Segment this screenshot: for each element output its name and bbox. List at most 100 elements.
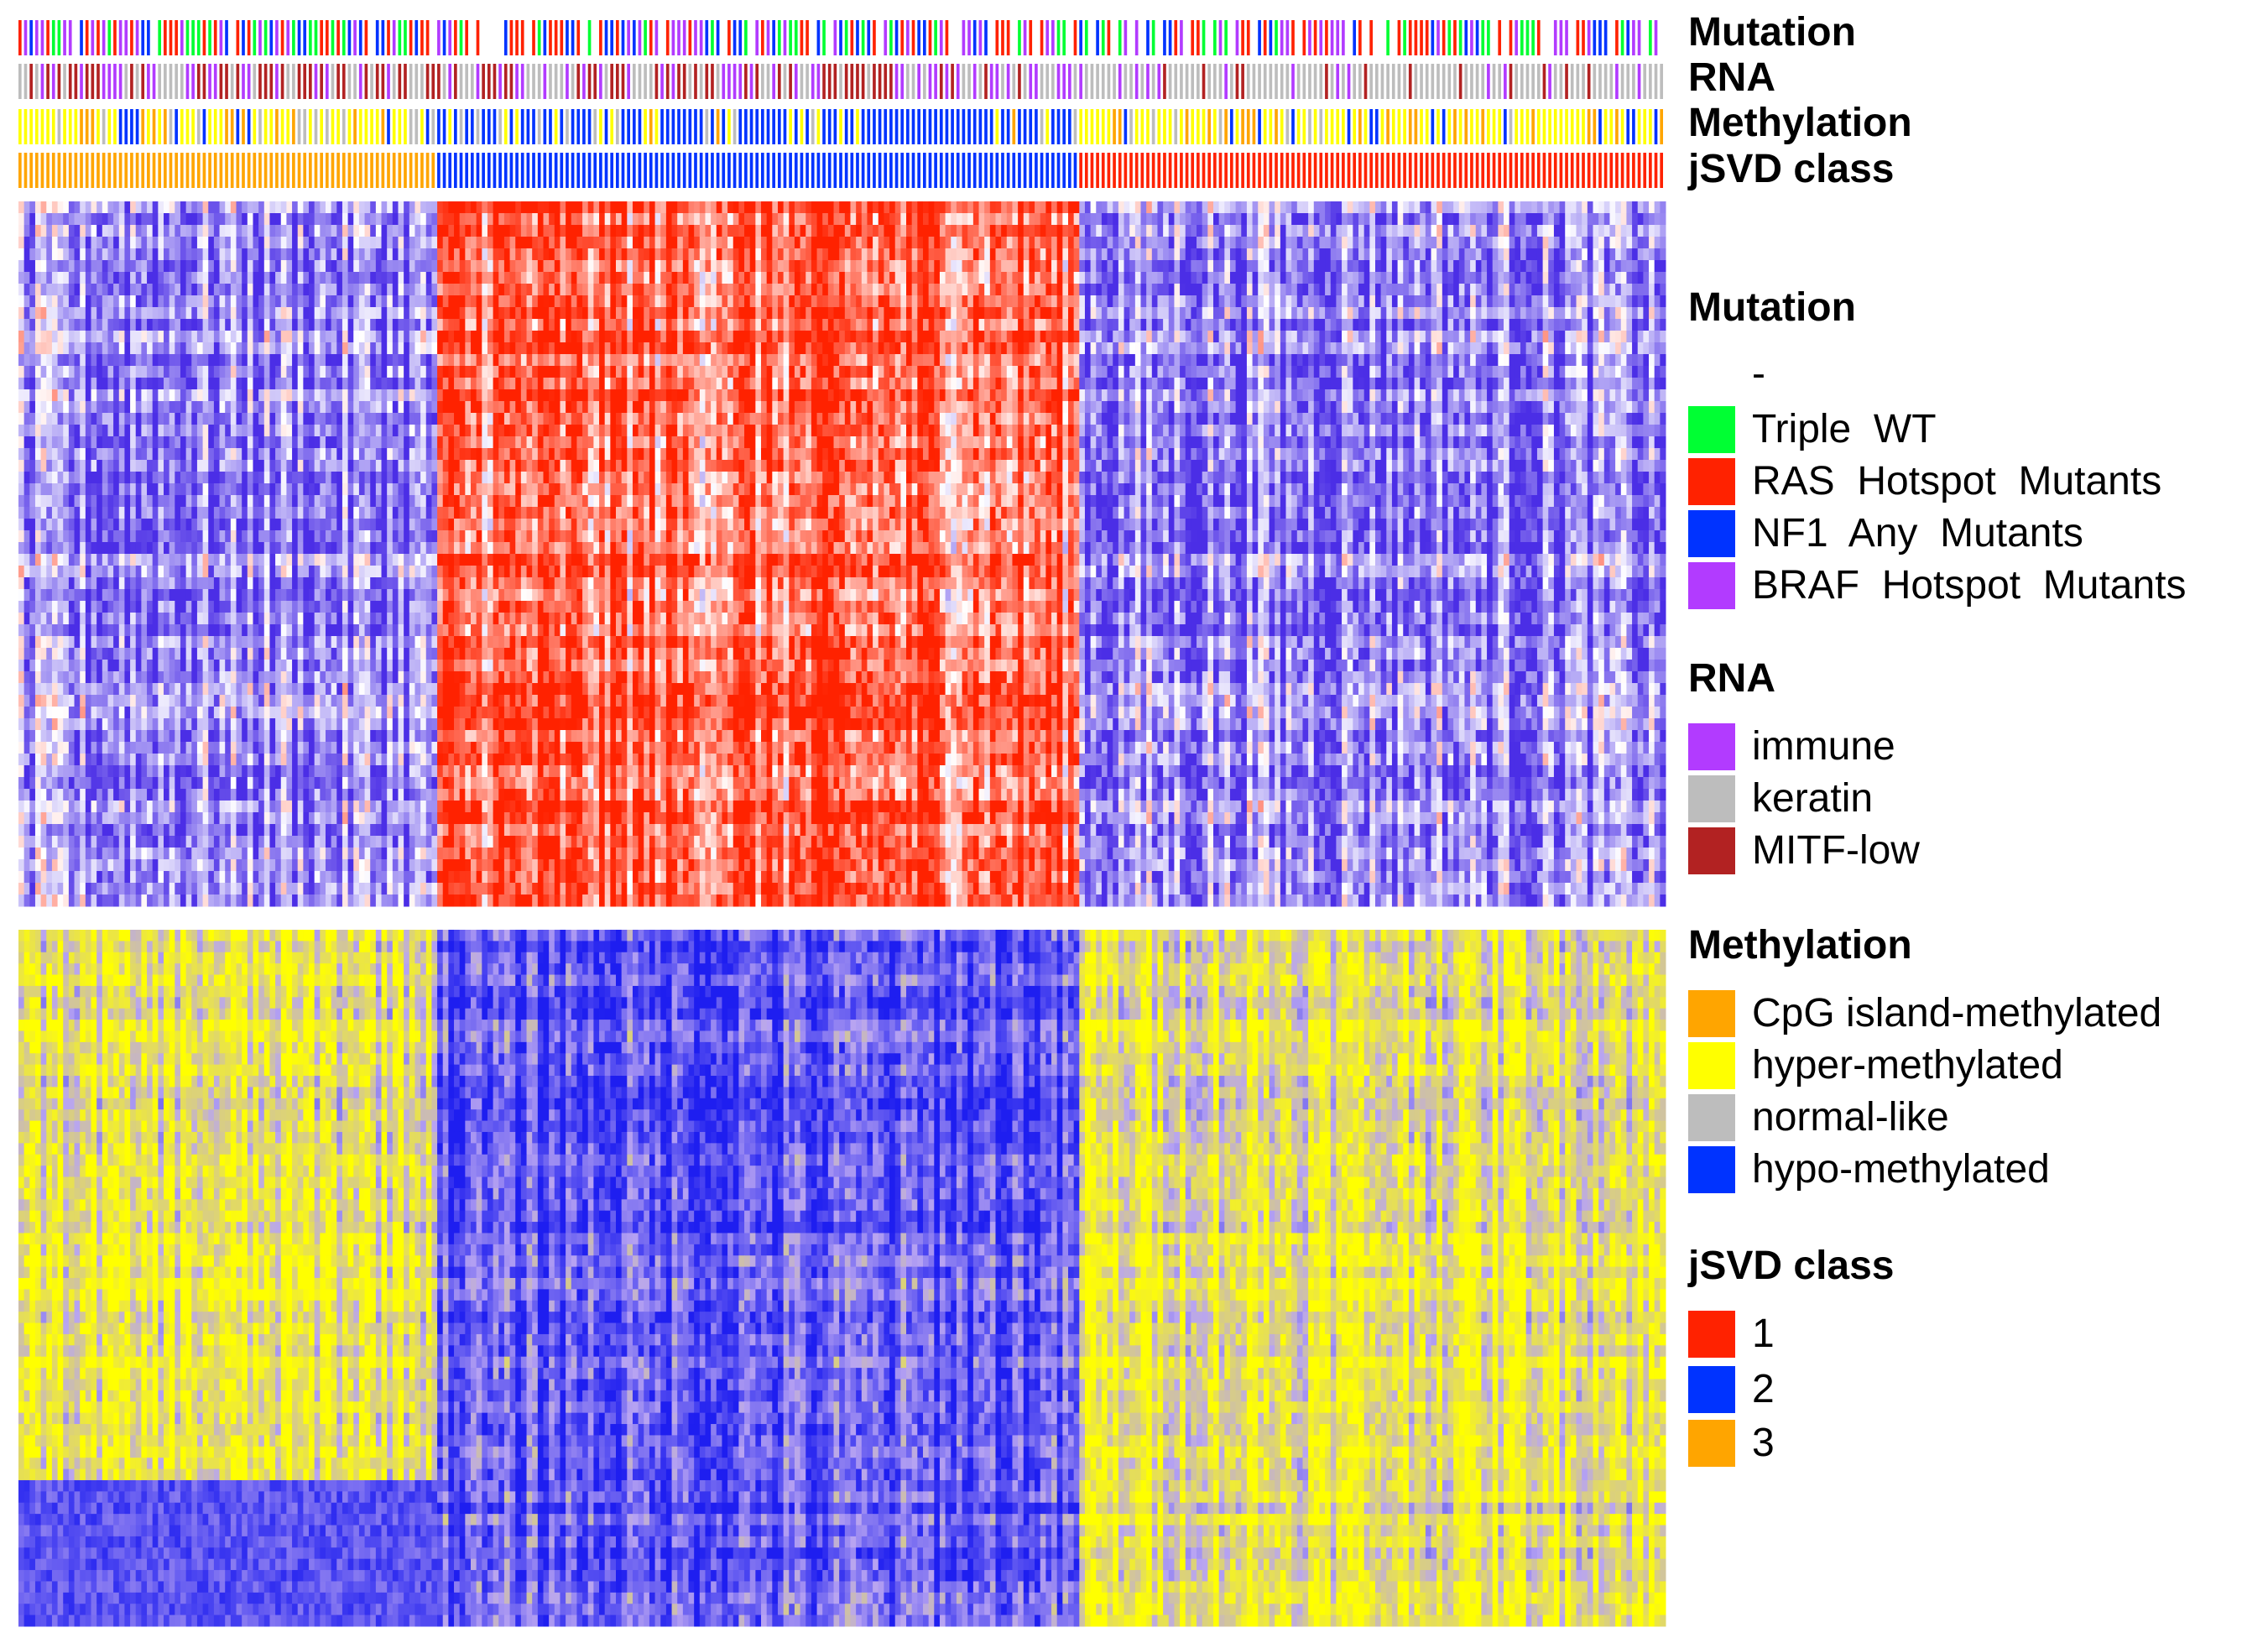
heatmap-cell bbox=[331, 342, 337, 355]
heatmap-cell bbox=[1498, 284, 1504, 296]
heatmap-cell bbox=[1570, 284, 1577, 296]
heatmap-cell bbox=[688, 225, 695, 237]
heatmap-cell bbox=[1358, 237, 1365, 249]
annotation-cell bbox=[972, 153, 977, 188]
heatmap-cell bbox=[1263, 201, 1270, 214]
heatmap-cell bbox=[1609, 213, 1616, 226]
heatmap-cell bbox=[632, 295, 639, 308]
heatmap-cell bbox=[1285, 260, 1292, 273]
heatmap-cell bbox=[889, 260, 896, 273]
annotation-cell bbox=[1576, 153, 1580, 188]
heatmap-cell bbox=[275, 201, 282, 214]
heatmap-cell bbox=[604, 284, 611, 296]
heatmap-cell bbox=[716, 213, 722, 226]
heatmap-cell bbox=[113, 331, 120, 343]
annotation-cell bbox=[448, 153, 452, 188]
heatmap-cell bbox=[1325, 248, 1332, 261]
heatmap-cell bbox=[431, 272, 438, 284]
heatmap-cell bbox=[1051, 201, 1058, 214]
heatmap-cell bbox=[185, 342, 192, 355]
heatmap-cell bbox=[1029, 284, 1035, 296]
heatmap-cell bbox=[844, 225, 851, 237]
heatmap-cell bbox=[1620, 272, 1627, 284]
annotation-cell bbox=[1006, 64, 1010, 99]
heatmap-cell bbox=[202, 213, 209, 226]
heatmap-cell bbox=[532, 284, 539, 296]
heatmap-cell bbox=[34, 260, 42, 273]
annotation-cell bbox=[208, 64, 211, 99]
heatmap-cell bbox=[152, 295, 159, 308]
heatmap-cell bbox=[459, 248, 466, 261]
heatmap-cell bbox=[733, 248, 739, 261]
heatmap-cell bbox=[917, 342, 924, 355]
heatmap-cell bbox=[1163, 248, 1170, 261]
annotation-cell bbox=[1263, 109, 1267, 144]
heatmap-cell bbox=[677, 213, 684, 226]
annotation-cell bbox=[811, 20, 815, 55]
annotation-cell bbox=[995, 64, 999, 99]
heatmap-cell bbox=[1453, 342, 1460, 355]
heatmap-cell bbox=[1380, 331, 1387, 343]
heatmap-cell bbox=[1492, 225, 1499, 237]
heatmap-cell bbox=[476, 260, 482, 273]
heatmap-cell bbox=[1464, 260, 1471, 273]
heatmap-cell bbox=[74, 272, 81, 284]
heatmap-cell bbox=[566, 237, 572, 249]
annotation-cell bbox=[314, 153, 318, 188]
heatmap-cell bbox=[962, 307, 968, 320]
heatmap-cell bbox=[130, 284, 137, 296]
heatmap-cell bbox=[448, 260, 455, 273]
heatmap-cell bbox=[755, 342, 762, 355]
heatmap-cell bbox=[873, 307, 879, 320]
heatmap-cell bbox=[1001, 342, 1008, 355]
heatmap-cell bbox=[827, 225, 835, 237]
heatmap-cell bbox=[816, 213, 823, 226]
heatmap-cell bbox=[1001, 331, 1008, 343]
heatmap-cell bbox=[627, 295, 633, 308]
annotation-cell bbox=[1369, 153, 1373, 188]
heatmap-cell bbox=[1202, 248, 1208, 261]
annotation-cell bbox=[1587, 153, 1591, 188]
annotation-cell bbox=[800, 20, 804, 55]
heatmap-cell bbox=[906, 307, 913, 320]
annotation-cell bbox=[537, 109, 541, 144]
heatmap-cell bbox=[225, 272, 232, 284]
heatmap-cell bbox=[208, 319, 215, 331]
annotation-cell bbox=[1363, 64, 1368, 99]
annotation-cell bbox=[1029, 20, 1033, 55]
heatmap-cell bbox=[939, 307, 946, 320]
heatmap-cell bbox=[989, 201, 996, 214]
annotation-cell bbox=[1380, 64, 1384, 99]
heatmap-cell bbox=[96, 295, 103, 308]
heatmap-cell bbox=[1168, 213, 1175, 226]
heatmap-cell bbox=[1012, 213, 1019, 226]
heatmap-cell bbox=[96, 248, 103, 261]
heatmap-cell bbox=[353, 201, 360, 214]
heatmap-cell bbox=[476, 248, 482, 261]
heatmap-cell bbox=[387, 284, 394, 296]
annotation-cell bbox=[303, 64, 307, 99]
annotation-cell bbox=[884, 153, 888, 188]
annotation-cell bbox=[392, 153, 396, 188]
heatmap-cell bbox=[1565, 331, 1572, 343]
annotation-cell bbox=[1570, 153, 1574, 188]
heatmap-cell bbox=[297, 260, 304, 273]
heatmap-cell bbox=[387, 237, 394, 249]
heatmap-cell bbox=[777, 248, 785, 261]
heatmap-cell bbox=[1229, 331, 1237, 343]
heatmap-cell bbox=[1035, 237, 1041, 249]
annotation-cell bbox=[749, 64, 753, 99]
annotation-cell bbox=[532, 64, 535, 99]
heatmap-cell bbox=[303, 213, 310, 226]
annotation-cell bbox=[816, 64, 821, 99]
heatmap-cell bbox=[280, 213, 287, 226]
annotation-cell bbox=[632, 64, 636, 99]
heatmap-cell bbox=[889, 272, 896, 284]
heatmap-cell bbox=[951, 307, 957, 320]
annotation-cell bbox=[1654, 109, 1658, 144]
annotation-cell bbox=[503, 64, 508, 99]
heatmap-cell bbox=[1035, 284, 1041, 296]
heatmap-cell bbox=[1649, 225, 1655, 237]
annotation-cell bbox=[1632, 64, 1635, 99]
annotation-cell bbox=[314, 109, 318, 144]
